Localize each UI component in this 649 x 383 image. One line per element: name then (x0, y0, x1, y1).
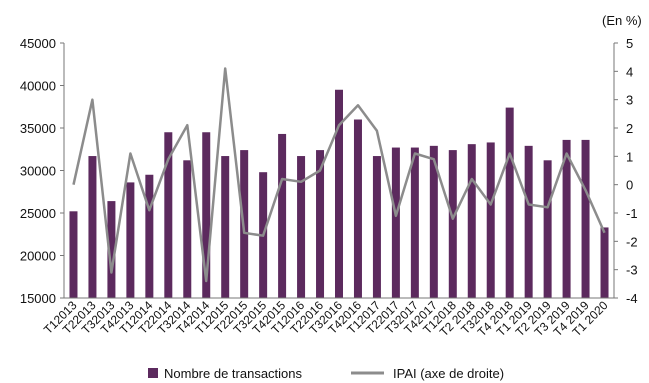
left-tick-label: 40000 (20, 79, 56, 94)
legend-label-ipai: IPAI (axe de droite) (393, 366, 504, 381)
bar (221, 156, 230, 298)
left-tick-label: 25000 (20, 206, 56, 221)
left-tick-label: 35000 (20, 121, 56, 136)
bar (88, 156, 97, 298)
right-tick-label: 0 (626, 178, 633, 193)
bar (107, 201, 116, 298)
bar (467, 144, 476, 298)
right-tick-label: 5 (626, 36, 633, 51)
right-tick-label: 2 (626, 121, 633, 136)
right-tick-label: -1 (626, 206, 638, 221)
legend: Nombre de transactions IPAI (axe de droi… (148, 366, 504, 381)
left-axis: 45000 40000 35000 30000 25000 20000 15000 (20, 36, 65, 306)
left-tick-label: 20000 (20, 249, 56, 264)
bar (183, 160, 192, 298)
bar-series (69, 89, 609, 298)
bar (448, 150, 457, 298)
x-axis: T12013T22013T32013T42013T12014T22014T320… (41, 297, 614, 339)
bar (145, 174, 154, 298)
left-tick-label: 30000 (20, 164, 56, 179)
bar (297, 156, 306, 298)
bar (391, 147, 400, 298)
bar (164, 132, 173, 298)
right-axis: 5 4 3 2 1 0 -1 -2 -3 -4 (613, 36, 638, 306)
ipai-line (72, 67, 606, 283)
bar (429, 145, 438, 298)
bar (486, 142, 495, 298)
bar (126, 182, 135, 298)
bar (316, 150, 325, 298)
bar (543, 160, 552, 298)
right-tick-label: -4 (626, 291, 638, 306)
right-tick-label: 3 (626, 93, 633, 108)
legend-swatch-transactions (148, 368, 158, 378)
bar (524, 145, 533, 298)
right-tick-label: -2 (626, 234, 638, 249)
bar (410, 147, 419, 298)
bar (335, 89, 343, 298)
bar (353, 119, 362, 298)
bar (278, 133, 287, 298)
bar (562, 139, 571, 298)
right-tick-label: 1 (626, 149, 633, 164)
left-tick-label: 15000 (20, 291, 56, 306)
bar (505, 107, 514, 298)
left-tick-label: 45000 (20, 36, 56, 51)
line-series (72, 67, 606, 283)
bar (372, 156, 381, 298)
bar (600, 227, 609, 298)
right-axis-unit: (En %) (602, 13, 642, 28)
bar (202, 132, 211, 298)
legend-label-transactions: Nombre de transactions (164, 366, 303, 381)
bar (581, 139, 590, 298)
right-tick-label: -3 (626, 263, 638, 278)
bar (69, 211, 78, 298)
right-tick-label: 4 (626, 64, 633, 79)
